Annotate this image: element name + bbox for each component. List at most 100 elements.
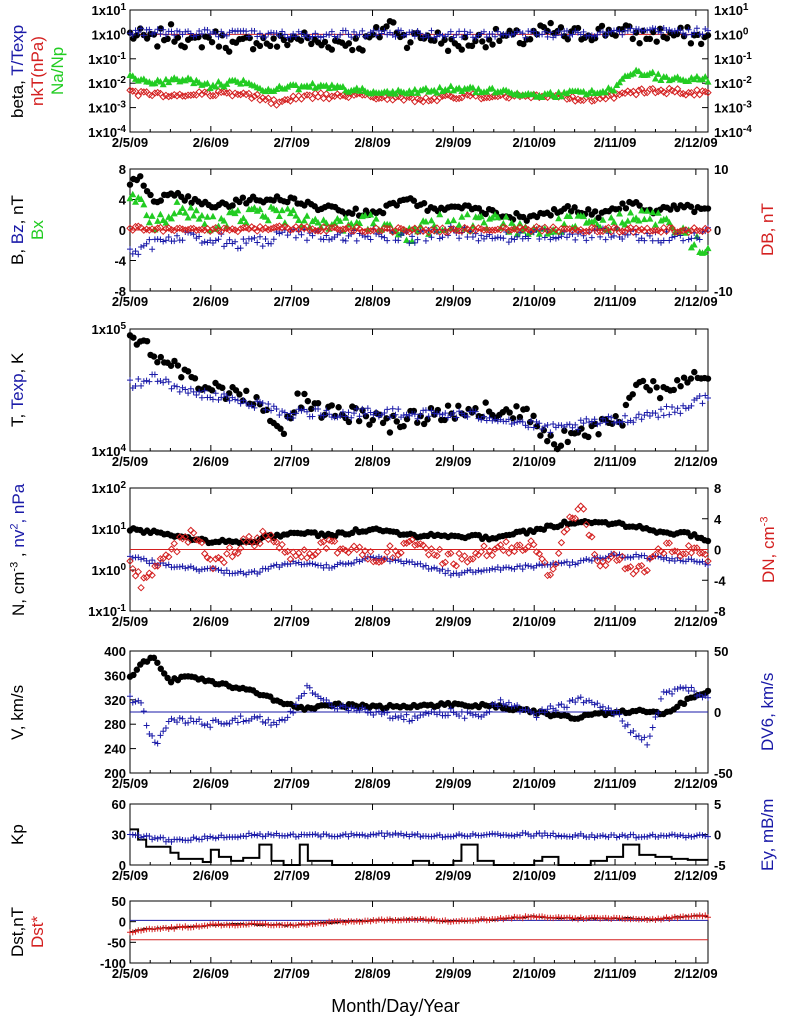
data-point — [461, 715, 468, 722]
y-tick-label: 400 — [104, 644, 126, 659]
data-point — [431, 37, 438, 44]
data-point — [635, 226, 643, 235]
data-point — [571, 514, 579, 523]
data-point — [691, 558, 698, 565]
data-point — [635, 562, 643, 571]
data-point — [648, 84, 657, 93]
data-point — [381, 833, 388, 840]
data-point — [364, 917, 371, 924]
data-point — [206, 227, 214, 235]
data-point — [236, 225, 245, 233]
data-point — [467, 917, 474, 924]
data-point — [602, 32, 609, 39]
data-point — [411, 832, 418, 839]
data-point — [436, 235, 443, 242]
data-point — [256, 30, 263, 37]
data-point — [591, 701, 598, 708]
data-point — [256, 831, 263, 838]
data-point — [482, 210, 489, 218]
data-point — [433, 89, 441, 96]
data-point — [438, 559, 447, 568]
data-point — [223, 240, 230, 247]
data-point — [174, 362, 182, 369]
data-point — [232, 28, 239, 35]
data-point — [198, 836, 205, 843]
data-point — [669, 403, 676, 410]
data-point — [680, 685, 687, 692]
data-point — [184, 214, 192, 221]
data-point — [638, 834, 645, 841]
data-point — [356, 832, 363, 839]
x-tick-label: 2/10/09 — [513, 294, 556, 309]
data-point — [165, 233, 172, 240]
data-point — [425, 33, 432, 40]
data-point — [154, 359, 161, 366]
data-point — [167, 362, 175, 369]
data-point — [297, 37, 305, 44]
data-point — [485, 226, 494, 235]
data-point — [204, 721, 211, 728]
data-point — [566, 421, 573, 428]
data-point — [286, 226, 295, 234]
data-point — [284, 832, 291, 839]
data-point — [223, 550, 231, 558]
data-point — [287, 410, 294, 417]
data-point — [314, 399, 322, 407]
data-point — [138, 834, 145, 841]
data-point — [408, 226, 416, 234]
data-point — [309, 232, 316, 239]
data-point — [464, 709, 471, 716]
data-point — [539, 562, 546, 569]
data-point — [555, 214, 563, 222]
data-point — [270, 96, 278, 104]
data-point — [148, 571, 156, 579]
data-point — [619, 200, 626, 207]
data-point — [665, 218, 673, 226]
data-point — [458, 832, 465, 839]
data-point — [212, 835, 219, 842]
data-point — [140, 833, 147, 840]
data-point — [539, 913, 546, 920]
data-point — [323, 561, 330, 568]
data-point — [130, 334, 137, 341]
data-point — [572, 236, 579, 243]
data-point — [248, 402, 255, 409]
data-point — [536, 830, 543, 837]
data-point — [353, 545, 361, 554]
data-point — [450, 833, 457, 840]
data-point — [259, 527, 267, 536]
data-point — [170, 226, 178, 235]
data-point — [301, 390, 308, 398]
data-point — [290, 709, 297, 716]
data-point — [320, 564, 327, 571]
data-point — [641, 237, 648, 244]
data-point — [601, 225, 610, 233]
data-point — [209, 225, 217, 233]
data-point — [488, 84, 496, 92]
data-point — [195, 215, 203, 222]
data-point — [403, 558, 410, 565]
data-point — [695, 549, 704, 557]
data-point — [151, 89, 159, 97]
data-point — [593, 228, 602, 236]
data-point — [187, 385, 194, 392]
data-point — [455, 549, 463, 558]
data-point — [185, 390, 192, 397]
data-point — [630, 419, 637, 426]
data-point — [468, 42, 476, 50]
data-point — [690, 241, 698, 248]
data-point — [389, 96, 397, 104]
data-point — [621, 89, 629, 98]
data-point — [196, 233, 203, 240]
data-point — [478, 568, 485, 575]
data-point — [494, 92, 502, 101]
data-point — [300, 216, 308, 224]
data-point — [151, 29, 158, 36]
data-point — [342, 704, 349, 711]
data-point — [613, 418, 620, 425]
data-point — [167, 545, 176, 553]
y-tick-label: 320 — [104, 693, 126, 708]
data-point — [458, 917, 465, 924]
data-point — [242, 218, 250, 226]
data-point — [149, 557, 156, 564]
